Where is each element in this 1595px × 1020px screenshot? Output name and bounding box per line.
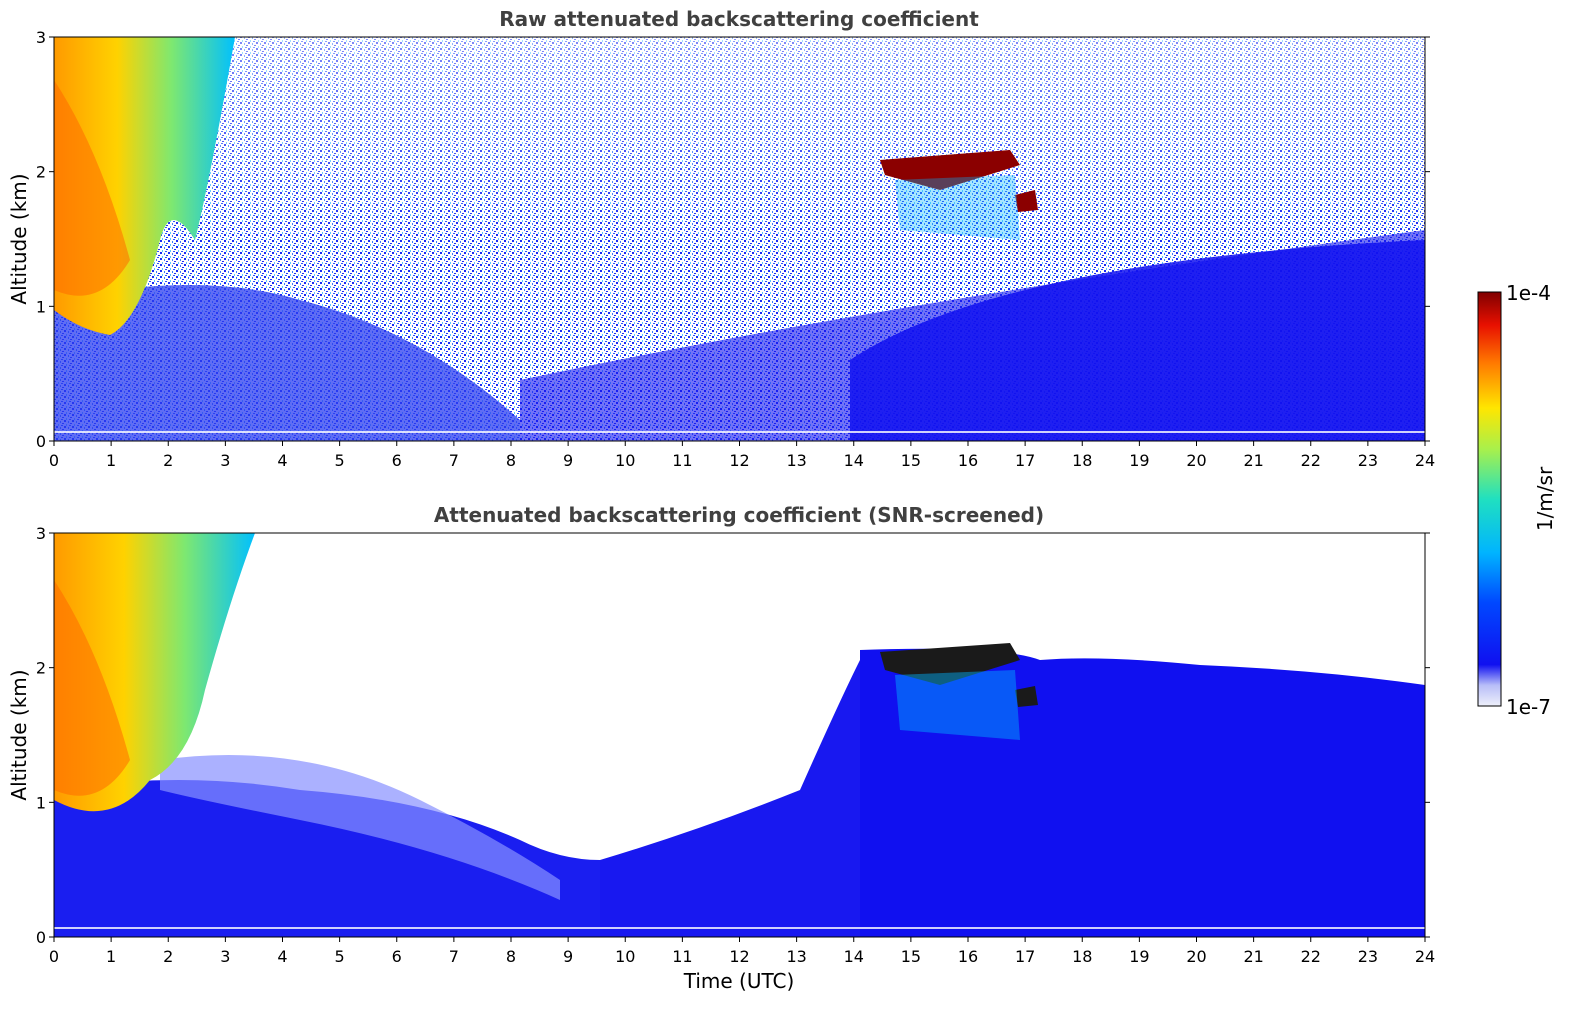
y-tick-label: 1 [36, 793, 46, 812]
x-tick-label: 7 [449, 947, 459, 966]
y-tick-label: 2 [36, 659, 46, 678]
x-tick-label: 4 [277, 451, 287, 470]
x-tick-label: 21 [1243, 451, 1263, 470]
x-axis-label: Time (UTC) [683, 969, 795, 993]
x-tick-label: 14 [844, 451, 864, 470]
x-tick-label: 0 [49, 451, 59, 470]
x-tick-label: 8 [506, 451, 516, 470]
x-tick-label: 8 [506, 947, 516, 966]
x-tick-label: 6 [392, 451, 402, 470]
y-tick-label: 3 [36, 524, 46, 543]
x-tick-label: 11 [672, 947, 692, 966]
x-tick-label: 2 [163, 451, 173, 470]
colorbar-min-label: 1e-7 [1506, 695, 1551, 719]
x-tick-label: 13 [786, 451, 806, 470]
x-axis-ticks: 0 1 2 3 4 5 6 7 8 9 10 11 12 13 14 15 16 17 18 19 20 21 22 23 24 [49, 937, 1435, 966]
x-tick-label: 16 [958, 451, 978, 470]
x-tick-label: 19 [1129, 947, 1149, 966]
x-tick-label: 15 [901, 451, 921, 470]
x-tick-label: 1 [106, 947, 116, 966]
x-tick-label: 22 [1301, 947, 1321, 966]
x-tick-label: 9 [563, 947, 573, 966]
x-tick-label: 13 [786, 947, 806, 966]
heatmap-image [54, 533, 1425, 937]
x-tick-label: 23 [1358, 451, 1378, 470]
y-tick-label: 3 [36, 28, 46, 47]
x-tick-label: 7 [449, 451, 459, 470]
x-tick-label: 15 [901, 947, 921, 966]
x-tick-label: 19 [1129, 451, 1149, 470]
x-tick-label: 22 [1301, 451, 1321, 470]
x-tick-label: 5 [335, 947, 345, 966]
panel-snr-screened: Attenuated backscattering coefficient (S… [7, 503, 1435, 993]
x-tick-label: 14 [844, 947, 864, 966]
x-tick-label: 3 [220, 947, 230, 966]
x-tick-label: 12 [729, 451, 749, 470]
y-tick-label: 1 [36, 297, 46, 316]
x-tick-label: 0 [49, 947, 59, 966]
x-tick-label: 17 [1015, 451, 1035, 470]
x-tick-label: 24 [1415, 451, 1435, 470]
y-tick-label: 0 [36, 928, 46, 947]
y-axis-label: Altitude (km) [7, 173, 31, 304]
x-tick-label: 2 [163, 947, 173, 966]
y-tick-label: 0 [36, 432, 46, 451]
y-axis-ticks: 0 1 2 3 [36, 524, 1430, 947]
heatmap-image [54, 37, 1425, 441]
x-tick-label: 23 [1358, 947, 1378, 966]
x-tick-label: 10 [615, 947, 635, 966]
x-tick-label: 12 [729, 947, 749, 966]
x-tick-label: 20 [1186, 947, 1206, 966]
y-axis-ticks: 0 1 2 3 [36, 28, 1430, 451]
x-tick-label: 10 [615, 451, 635, 470]
x-tick-label: 5 [335, 451, 345, 470]
y-tick-label: 2 [36, 163, 46, 182]
x-tick-label: 3 [220, 451, 230, 470]
x-tick-label: 11 [672, 451, 692, 470]
x-tick-label: 20 [1186, 451, 1206, 470]
panel-raw: Raw attenuated backscattering coefficien… [7, 7, 1435, 470]
colorbar-gradient [1477, 291, 1502, 707]
colorbar: 1e-4 1e-7 1/m/sr [1477, 281, 1557, 719]
x-tick-label: 9 [563, 451, 573, 470]
colorbar-label: 1/m/sr [1533, 466, 1557, 531]
x-tick-label: 6 [392, 947, 402, 966]
x-tick-label: 1 [106, 451, 116, 470]
x-tick-label: 24 [1415, 947, 1435, 966]
colorbar-max-label: 1e-4 [1506, 281, 1551, 305]
x-tick-label: 16 [958, 947, 978, 966]
x-tick-label: 18 [1072, 947, 1092, 966]
y-axis-label: Altitude (km) [7, 669, 31, 800]
x-tick-label: 18 [1072, 451, 1092, 470]
x-tick-label: 17 [1015, 947, 1035, 966]
x-tick-label: 4 [277, 947, 287, 966]
panel-title: Raw attenuated backscattering coefficien… [499, 7, 979, 31]
x-tick-label: 21 [1243, 947, 1263, 966]
x-axis-ticks: 0 1 2 3 4 5 6 7 8 9 10 11 12 13 14 15 16 17 18 19 20 21 22 23 24 [49, 441, 1435, 470]
panel-title: Attenuated backscattering coefficient (S… [434, 503, 1044, 527]
